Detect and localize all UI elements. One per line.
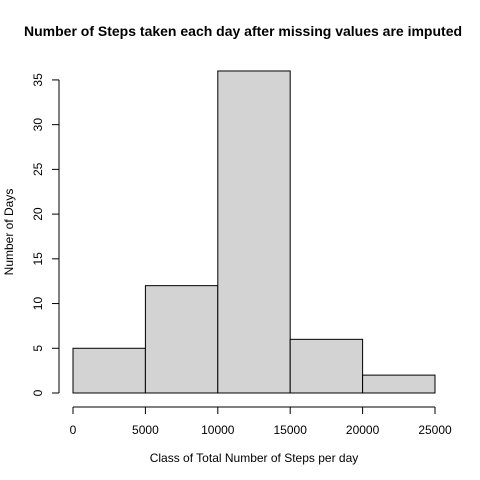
x-axis: 0 5000 10000 15000 20000 25000 (70, 406, 452, 437)
y-tick-label: 20 (31, 207, 45, 221)
histogram-bar (289, 338, 364, 394)
y-axis-label: Number of Days (2, 189, 16, 276)
y-axis: 0 5 10 15 20 25 30 35 (31, 73, 60, 396)
x-tick-label: 5000 (132, 423, 159, 437)
chart-title: Number of Steps taken each day after mis… (24, 23, 462, 39)
y-tick-label: 15 (31, 252, 45, 266)
y-tick-label: 35 (31, 73, 45, 87)
bar-group (72, 70, 436, 394)
x-tick-label: 0 (70, 423, 77, 437)
y-tick-label: 30 (31, 118, 45, 132)
x-tick-label: 10000 (201, 423, 235, 437)
x-axis-label: Class of Total Number of Steps per day (150, 451, 359, 465)
histogram-bar (362, 374, 436, 394)
y-tick-label: 10 (31, 297, 45, 311)
y-tick-label: 25 (31, 162, 45, 176)
y-tick-label: 5 (31, 345, 45, 352)
x-tick-label: 20000 (346, 423, 380, 437)
histogram-bar (144, 285, 219, 394)
x-tick-label: 25000 (418, 423, 452, 437)
y-tick-label: 0 (31, 389, 45, 396)
x-tick-label: 15000 (274, 423, 308, 437)
histogram-bar (217, 70, 291, 394)
histogram-bar (72, 347, 146, 394)
